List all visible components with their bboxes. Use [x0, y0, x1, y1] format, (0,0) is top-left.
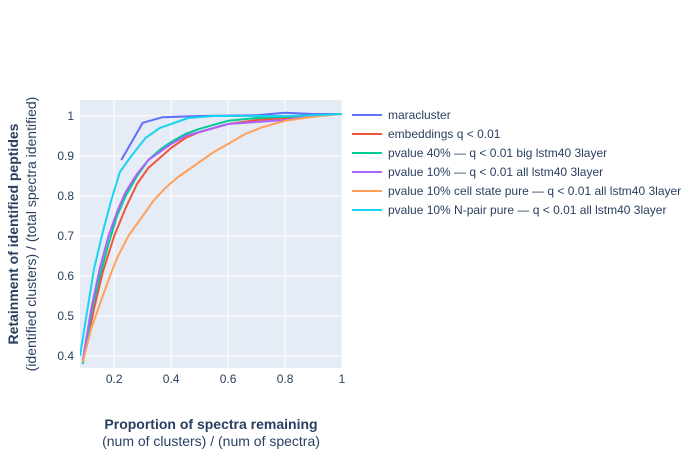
series-lines: [80, 111, 342, 365]
legend-item[interactable]: embeddings q < 0.01: [352, 127, 501, 141]
y-tick-label: 0.9: [57, 149, 74, 163]
y-tick-label: 0.8: [57, 189, 74, 203]
y-axis-subtitle: (identified clusters) / (total spectra i…: [23, 97, 39, 372]
x-tick-label: 0.8: [277, 372, 294, 386]
legend-label: pvalue 10% — q < 0.01 all lstm40 3layer: [388, 165, 603, 179]
series-line-3: [81, 113, 342, 361]
y-tick-label: 1: [67, 109, 74, 123]
legend-label: maracluster: [388, 108, 451, 122]
x-tick-label: 0.4: [163, 372, 180, 386]
x-axis-ticks: 0.2 0.4 0.6 0.8 1: [106, 372, 346, 386]
y-axis-title: Retainment of identified peptides: [5, 123, 21, 344]
legend-item[interactable]: pvalue 10% — q < 0.01 all lstm40 3layer: [352, 165, 603, 179]
legend-item[interactable]: pvalue 10% N-pair pure — q < 0.01 all ls…: [352, 203, 666, 217]
series-line-5: [80, 113, 342, 357]
series-line-4: [81, 113, 342, 363]
x-axis-subtitle: (num of clusters) / (num of spectra): [102, 433, 320, 449]
x-tick-label: 1: [339, 372, 346, 386]
x-axis-title: Proportion of spectra remaining: [104, 416, 317, 432]
x-tick-label: 0.6: [220, 372, 237, 386]
plot-background: [80, 100, 342, 368]
y-tick-label: 0.7: [57, 229, 74, 243]
legend[interactable]: maracluster embeddings q < 0.01 pvalue 40%…: [352, 108, 681, 217]
legend-label: pvalue 10% cell state pure — q < 0.01 al…: [388, 184, 681, 198]
legend-item[interactable]: pvalue 10% cell state pure — q < 0.01 al…: [352, 184, 681, 198]
y-axis-ticks: 0.4 0.5 0.6 0.7 0.8 0.9 1: [57, 109, 74, 363]
legend-item[interactable]: pvalue 40% — q < 0.01 big lstm40 3layer: [352, 146, 607, 160]
legend-label: pvalue 10% N-pair pure — q < 0.01 all ls…: [388, 203, 666, 217]
y-tick-label: 0.5: [57, 309, 74, 323]
legend-label: pvalue 40% — q < 0.01 big lstm40 3layer: [388, 146, 607, 160]
y-tick-label: 0.6: [57, 269, 74, 283]
y-tick-label: 0.4: [57, 349, 74, 363]
series-line-1: [81, 113, 342, 363]
legend-label: embeddings q < 0.01: [388, 127, 501, 141]
legend-item[interactable]: maracluster: [352, 108, 451, 122]
series-line-2: [81, 113, 342, 365]
x-tick-label: 0.2: [106, 372, 123, 386]
